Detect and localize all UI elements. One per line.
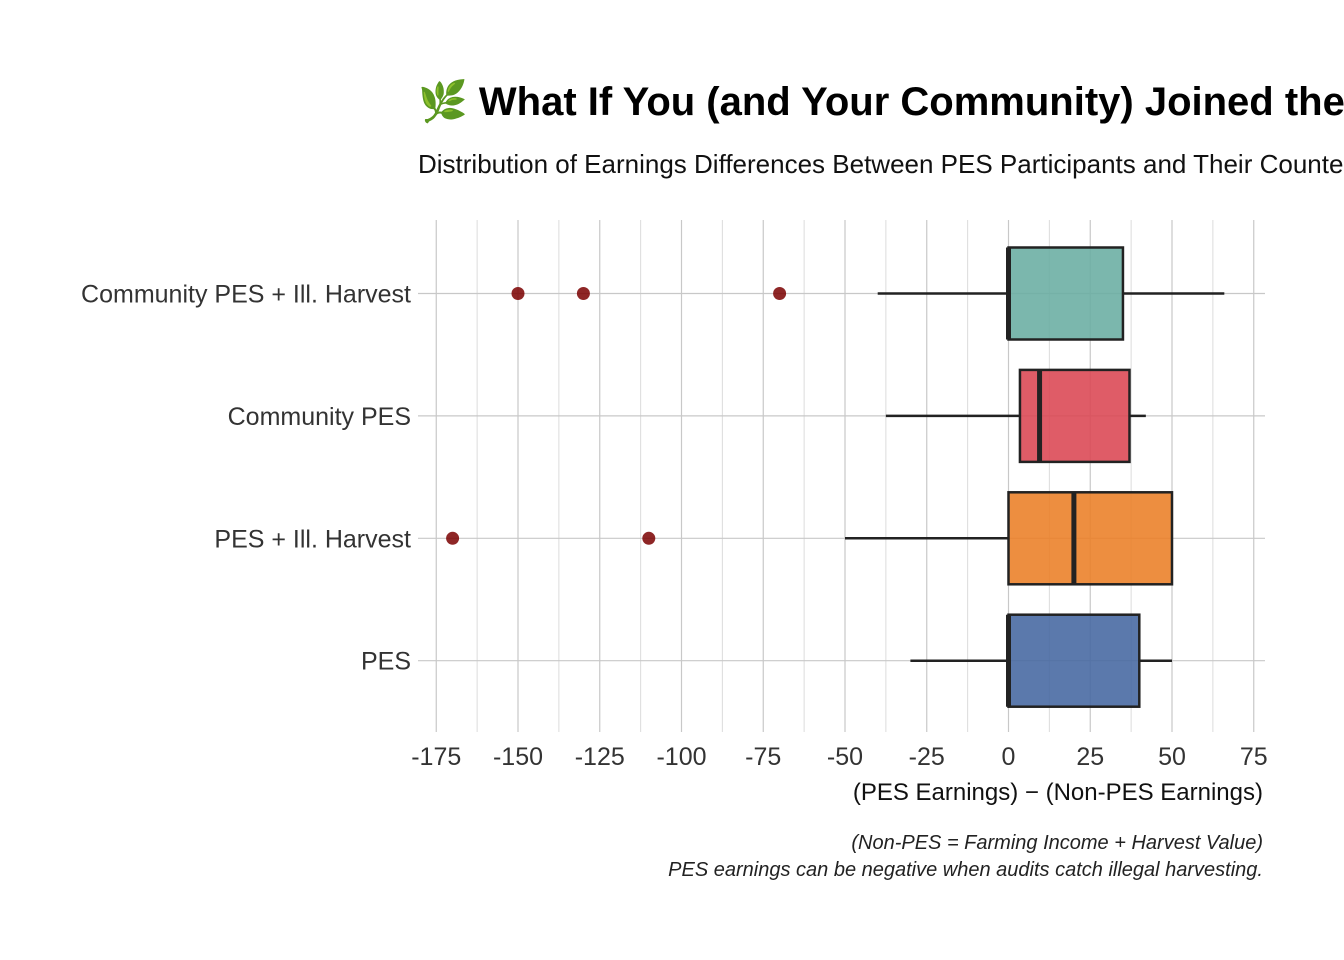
x-tick-label: -100 (656, 743, 706, 771)
chart-subtitle: Distribution of Earnings Differences Bet… (418, 149, 1344, 179)
x-axis-title: (PES Earnings) − (Non-PES Earnings) (853, 779, 1263, 806)
box-iqr (1018, 368, 1131, 464)
chart-title: 🌿 What If You (and Your Community) Joine… (418, 78, 1344, 124)
x-tick-label: -175 (411, 743, 461, 771)
category-label: Community PES (228, 403, 411, 431)
outlier-point (642, 531, 656, 545)
outlier-point (773, 287, 787, 300)
category-label: PES + Ill. Harvest (214, 525, 411, 553)
box-2 (446, 491, 1174, 586)
outlier-point (511, 287, 525, 300)
box-iqr (1007, 491, 1174, 586)
box-iqr (1007, 246, 1125, 341)
caption-line-2: PES earnings can be negative when audits… (668, 859, 1263, 881)
outlier-point (576, 287, 590, 300)
x-tick-label: -125 (575, 743, 625, 771)
x-tick-label: -75 (745, 743, 781, 771)
x-tick-label: 0 (1002, 743, 1016, 771)
category-label: PES (361, 648, 411, 676)
category-labels: Community PES + Ill. Harvest Community PE… (81, 281, 411, 676)
x-tick-label: 75 (1240, 743, 1268, 771)
x-tick-label: -50 (827, 743, 863, 771)
outlier-point (446, 531, 460, 545)
box-1 (885, 368, 1146, 464)
box-iqr (1007, 613, 1141, 708)
boxes-layer (446, 246, 1225, 708)
x-tick-label: 25 (1076, 743, 1104, 771)
x-tick-label: -25 (909, 743, 945, 771)
category-label: Community PES + Ill. Harvest (81, 281, 411, 309)
box-3 (910, 613, 1172, 708)
x-tick-label: -150 (493, 743, 543, 771)
x-tick-label: 50 (1158, 743, 1186, 771)
x-tick-labels: -175 -150 -125 -100 -75 -50 -25 0 25 50 75 (411, 743, 1267, 771)
box-0 (511, 246, 1225, 341)
caption-line-1: (Non-PES = Farming Income + Harvest Valu… (851, 832, 1263, 854)
